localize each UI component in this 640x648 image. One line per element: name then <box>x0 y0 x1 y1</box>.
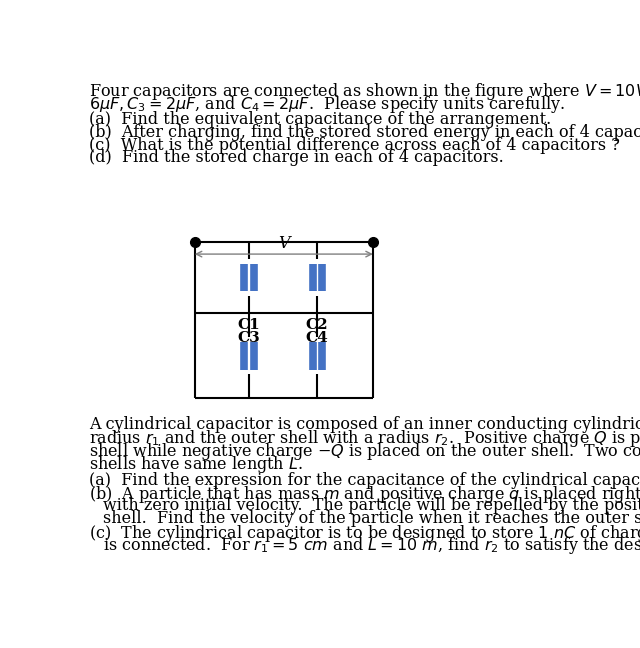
Text: with zero initial velocity.  The particle will be repelled by the positively cha: with zero initial velocity. The particle… <box>103 497 640 514</box>
Text: shells have same length $L$.: shells have same length $L$. <box>90 454 303 475</box>
Text: (a)  Find the expression for the capacitance of the cylindrical capacitor.: (a) Find the expression for the capacita… <box>90 472 640 489</box>
Text: shell while negative charge $-Q$ is placed on the outer shell.  Two conducting c: shell while negative charge $-Q$ is plac… <box>90 441 640 462</box>
Text: A cylindrical capacitor is composed of an inner conducting cylindrical shell whi: A cylindrical capacitor is composed of a… <box>90 416 640 433</box>
Text: (d)  Find the stored charge in each of 4 capacitors.: (d) Find the stored charge in each of 4 … <box>90 150 504 167</box>
Text: V: V <box>278 235 289 252</box>
Text: C1: C1 <box>237 318 260 332</box>
Text: (b)  A particle that has mass $m$ and positive charge $q$ is placed right next t: (b) A particle that has mass $m$ and pos… <box>90 485 640 505</box>
Text: (c)  What is the potential difference across each of 4 capacitors ?: (c) What is the potential difference acr… <box>90 137 620 154</box>
Text: (c)  The cylindrical capacitor is to be designed to store $1\ nC$ of charge when: (c) The cylindrical capacitor is to be d… <box>90 522 640 544</box>
Text: $6\mu F, C_3 = 2\mu F$, and $C_4 = 2\mu F$.  Please specify units carefully.: $6\mu F, C_3 = 2\mu F$, and $C_4 = 2\mu … <box>90 93 566 115</box>
Text: (a)  Find the equivalent capacitance of the arrangement.: (a) Find the equivalent capacitance of t… <box>90 111 552 128</box>
Text: Four capacitors are connected as shown in the figure where $V = 10V, C_1 = 3\mu : Four capacitors are connected as shown i… <box>90 81 640 102</box>
Text: C3: C3 <box>237 330 260 345</box>
Text: is connected.  For $r_1 = 5\ cm$ and $L = 10\ m$, find $r_2$ to satisfy the desi: is connected. For $r_1 = 5\ cm$ and $L =… <box>103 535 640 556</box>
Text: C2: C2 <box>306 318 328 332</box>
Text: shell.  Find the velocity of the particle when it reaches the outer shell.: shell. Find the velocity of the particle… <box>103 510 640 527</box>
Text: C4: C4 <box>306 330 328 345</box>
Text: (b)  After charging, find the stored stored energy in each of 4 capacitors.: (b) After charging, find the stored stor… <box>90 124 640 141</box>
Text: radius $r_1$ and the outer shell with a radius $r_2$.  Positive charge $Q$ is pl: radius $r_1$ and the outer shell with a … <box>90 428 640 450</box>
